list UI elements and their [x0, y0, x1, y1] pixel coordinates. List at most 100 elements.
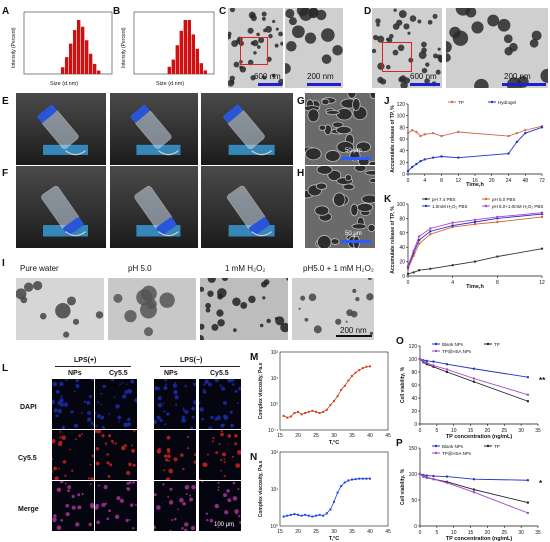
cell [132, 463, 136, 467]
x-tick-label: 35 [349, 433, 355, 439]
data-point [496, 215, 499, 219]
panel-label-b: B [113, 6, 121, 17]
legend-marker [434, 342, 438, 346]
cell [169, 487, 173, 491]
cell [91, 379, 94, 381]
particle [531, 30, 542, 41]
pore [351, 223, 367, 230]
data-point [425, 361, 428, 365]
cell [73, 390, 76, 393]
cell [168, 500, 174, 505]
data-point [417, 235, 421, 238]
fluorescence-image [199, 430, 241, 480]
particle [345, 320, 348, 323]
particle [409, 15, 417, 22]
y-tick-label: 0 [414, 524, 417, 530]
scalebar-i [336, 335, 372, 337]
data-point [410, 165, 414, 169]
y-tick-label: 100 [409, 472, 418, 478]
panel-label-p: P [396, 438, 403, 449]
data-point [472, 478, 476, 481]
cell [192, 382, 196, 386]
cell [223, 461, 226, 464]
plot-frame [279, 451, 389, 527]
cell [129, 503, 134, 507]
cell [232, 383, 235, 386]
particle [205, 302, 211, 309]
cell [101, 434, 105, 438]
cell [199, 478, 201, 480]
cell [193, 460, 196, 464]
cell [60, 518, 64, 522]
tem-image-d-left: 600 nm [372, 8, 442, 88]
scalebar-h [341, 240, 371, 243]
clip [251, 150, 272, 156]
cell [154, 493, 157, 497]
histogram-bar [88, 53, 93, 74]
cell [184, 484, 190, 490]
cell [77, 493, 81, 497]
vial-cap [63, 217, 84, 236]
particle [417, 19, 422, 24]
data-point [415, 130, 418, 134]
cell [125, 383, 128, 386]
panel-label-g: G [297, 96, 305, 107]
data-point [412, 271, 415, 274]
particle [321, 28, 335, 42]
cell [52, 470, 54, 473]
data-point [496, 255, 499, 258]
legend-entry: TP@HSA NPs [442, 349, 472, 354]
cell [110, 439, 114, 443]
particle [39, 312, 47, 320]
cell [221, 452, 227, 457]
cell [217, 481, 220, 485]
data-point [369, 477, 371, 480]
particle [439, 58, 442, 63]
particle [425, 62, 430, 67]
cell [168, 468, 174, 474]
legend-marker [434, 349, 438, 353]
data-point [406, 169, 410, 173]
cell [173, 389, 178, 395]
data-point [472, 380, 476, 383]
x-tick-label: 8 [440, 178, 443, 184]
cell [154, 386, 159, 391]
cell [214, 379, 219, 383]
vial-photo-e2 [110, 93, 198, 165]
cell [65, 379, 68, 382]
cell [174, 395, 179, 400]
y-tick-label: 80 [399, 125, 405, 131]
legend-marker [450, 100, 454, 104]
cell [221, 386, 226, 391]
cell [75, 438, 77, 441]
cell [222, 401, 227, 405]
scalebar-l [212, 532, 240, 534]
particle [229, 8, 236, 13]
cell [209, 518, 214, 523]
cell [83, 400, 87, 404]
cell [191, 406, 196, 411]
cell [184, 522, 189, 527]
x-tick-label: 35 [535, 530, 541, 536]
cell [102, 426, 106, 429]
data-point [406, 131, 410, 135]
scalebar-label-g: 50 μm [345, 148, 362, 154]
data-point [526, 501, 530, 504]
x-tick-label: 10 [451, 428, 457, 434]
x-axis-label: Time,h [466, 182, 484, 188]
particle [397, 44, 405, 52]
vial-photo-f2 [110, 166, 198, 248]
fluorescence-image [154, 379, 196, 429]
cell [208, 426, 213, 429]
particle [250, 75, 256, 81]
cell [59, 398, 64, 403]
cell [59, 436, 62, 439]
particle [291, 25, 305, 39]
data-point [315, 410, 317, 413]
legend-entry: pH 5.0 PBS [492, 197, 516, 202]
cell [95, 461, 100, 466]
histogram-bar [191, 34, 195, 74]
cell [126, 470, 131, 476]
particle [66, 296, 76, 306]
cell [163, 410, 166, 413]
